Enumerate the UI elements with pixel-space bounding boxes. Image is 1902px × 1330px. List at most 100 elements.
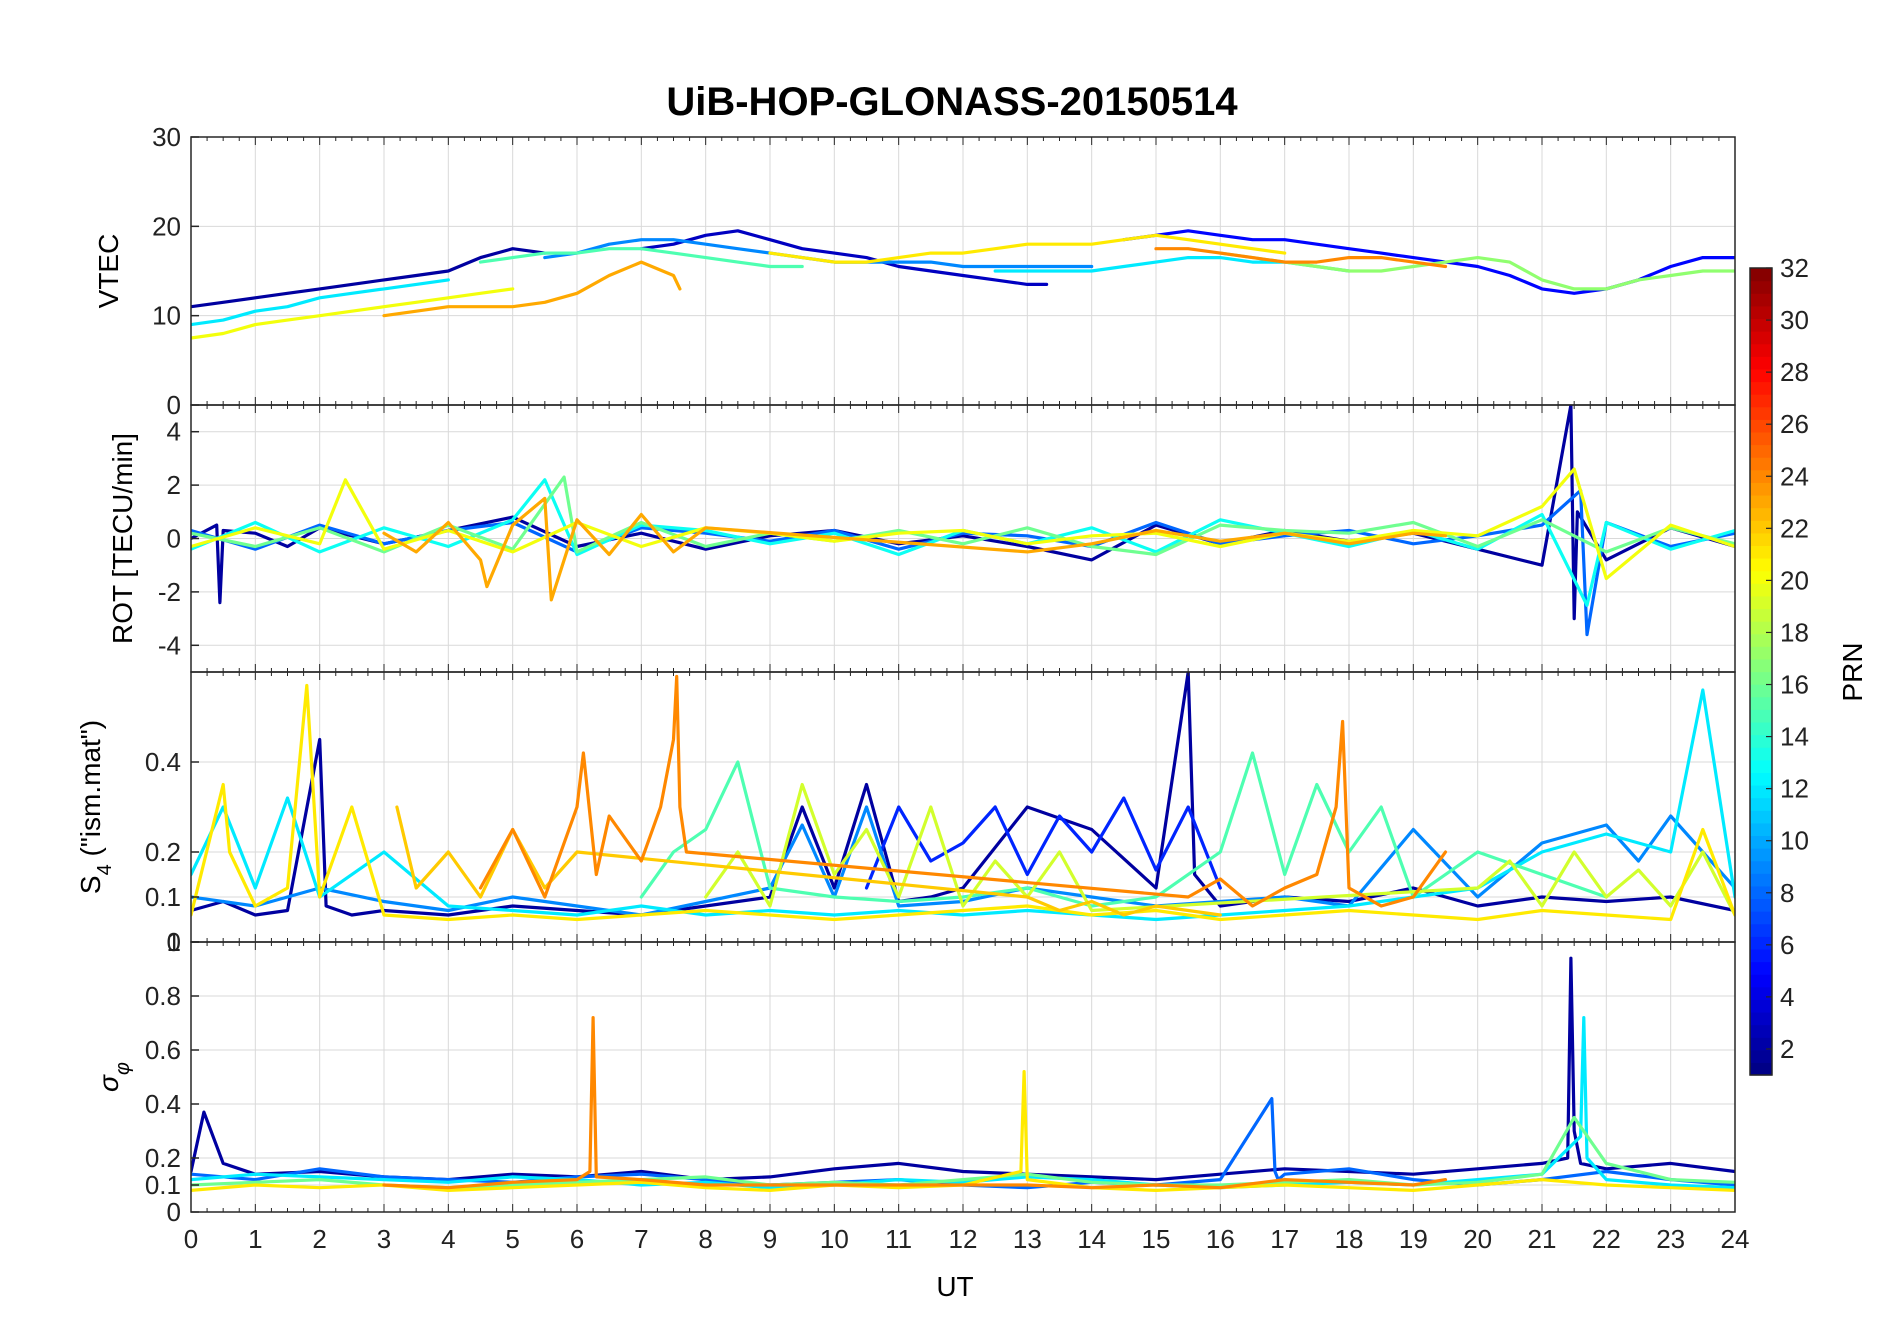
colorbar-segment: [1750, 482, 1772, 496]
colorbar-segment: [1750, 268, 1772, 282]
colorbar-segment: [1750, 860, 1772, 874]
series-line-prn-8: [191, 488, 1735, 637]
colorbar-tick-label: 28: [1780, 357, 1809, 387]
y-tick-label: 0.1: [145, 1170, 181, 1200]
series-group: [191, 672, 1735, 922]
colorbar-segment: [1750, 974, 1772, 988]
x-tick-label: 21: [1528, 1224, 1557, 1254]
y-tick-label: 0.2: [145, 837, 181, 867]
x-tick-label: 15: [1142, 1224, 1171, 1254]
colorbar-segment: [1750, 305, 1772, 320]
x-tick-label: 1: [248, 1224, 262, 1254]
panel-vtec: 0 10 20 30 VTEC: [93, 122, 1736, 420]
colorbar-segment: [1750, 419, 1772, 433]
series-line-prn-16: [191, 475, 1735, 557]
colorbar-tick-label: 18: [1780, 617, 1809, 647]
colorbar-segment: [1750, 1049, 1772, 1063]
colorbar-segment: [1750, 494, 1772, 509]
colorbar-segment: [1750, 532, 1772, 547]
y-tick-label: -2: [158, 577, 181, 607]
colorbar-segment: [1750, 444, 1772, 458]
series-line-prn-20: [191, 467, 1735, 581]
y-tick-label: 30: [152, 122, 181, 152]
colorbar-segment: [1750, 507, 1772, 521]
colorbar-segment: [1750, 280, 1772, 294]
colorbar-segment: [1750, 923, 1772, 937]
colorbar-segment: [1750, 696, 1772, 710]
colorbar-segment: [1750, 318, 1772, 332]
colorbar-segment: [1750, 734, 1772, 748]
panel-grid: [190, 405, 1736, 672]
series-line-prn-5: [1122, 229, 1735, 295]
series-line-prn-9: [543, 238, 1094, 269]
y-tick-label: 0.4: [145, 1089, 181, 1119]
colorbar-segment: [1750, 633, 1772, 647]
colorbar-segment: [1750, 658, 1772, 673]
colorbar-segment: [1750, 721, 1772, 736]
colorbar-tick-label: 2: [1780, 1034, 1794, 1064]
x-tick-label: 5: [505, 1224, 519, 1254]
y-tick-label: 0.4: [145, 747, 181, 777]
series-line-prn-24: [1154, 247, 1448, 269]
y-tick-label: 1: [167, 927, 181, 957]
series-line-prn-15: [478, 247, 804, 269]
y-tick-label: 0: [167, 524, 181, 554]
y-tick-label: 0.6: [145, 1035, 181, 1065]
series-line-prn-21: [191, 683, 1735, 922]
colorbar-segment: [1750, 1037, 1772, 1051]
colorbar-tick-label: 24: [1780, 461, 1809, 491]
chart-title: UiB-HOP-GLONASS-20150514: [666, 80, 1238, 124]
series-line-prn-24: [382, 1016, 1448, 1190]
y-axis-label-s4: S4 ("ism.mat"): [75, 720, 116, 894]
colorbar-tick-label: 26: [1780, 409, 1809, 439]
x-axis-label: UT: [936, 1271, 973, 1302]
colorbar-segment: [1750, 961, 1772, 975]
colorbar-segment: [1750, 520, 1772, 534]
x-tick-label: 18: [1335, 1224, 1364, 1254]
series-line-prn-24: [478, 674, 1448, 908]
y-tick-label: 0.2: [145, 1143, 181, 1173]
y-axis-label-sigma_phi: σφ: [93, 1062, 134, 1092]
colorbar-segment: [1750, 1011, 1772, 1026]
colorbar-segment: [1750, 835, 1772, 849]
colorbar-segment: [1750, 999, 1772, 1013]
colorbar-segment: [1750, 784, 1772, 799]
x-tick-label: 12: [949, 1224, 978, 1254]
colorbar-segment: [1750, 671, 1772, 685]
y-tick-label: 0: [167, 1197, 181, 1227]
colorbar-segment: [1750, 759, 1772, 773]
x-tick-label: 7: [634, 1224, 648, 1254]
series-line-prn-22: [395, 805, 1222, 917]
colorbar-segment: [1750, 469, 1772, 483]
colorbar-segment: [1750, 406, 1772, 420]
y-tick-label: 0: [167, 927, 181, 957]
x-tick-label: 3: [377, 1224, 391, 1254]
colorbar-segment: [1750, 608, 1772, 622]
y-tick-label: 20: [152, 211, 181, 241]
series-line-prn-15: [639, 751, 1608, 908]
colorbar-segment: [1750, 684, 1772, 698]
x-tick-label: 24: [1721, 1224, 1750, 1254]
colorbar-label: PRN: [1837, 642, 1868, 701]
x-tick-label: 4: [441, 1224, 455, 1254]
colorbar-tick-label: 12: [1780, 774, 1809, 804]
x-tick-label: 22: [1592, 1224, 1621, 1254]
x-tick-label: 19: [1399, 1224, 1428, 1254]
colorbar-segment: [1750, 331, 1772, 345]
colorbar-tick-label: 20: [1780, 565, 1809, 595]
colorbar-frame: [1749, 267, 1773, 1076]
x-tick-label: 11: [885, 1224, 912, 1254]
y-tick-label: 2: [167, 470, 181, 500]
series-line-prn-3: [639, 229, 1049, 286]
y-tick-label: 0.1: [145, 882, 181, 912]
colorbar-segment: [1750, 356, 1772, 370]
colorbar-tick-label: 6: [1780, 930, 1794, 960]
x-tick-label: 0: [184, 1224, 198, 1254]
series-line-prn-2: [191, 247, 547, 309]
y-tick-label: 4: [167, 417, 181, 447]
x-tick-label: 17: [1270, 1224, 1299, 1254]
x-tick-label: 23: [1656, 1224, 1685, 1254]
